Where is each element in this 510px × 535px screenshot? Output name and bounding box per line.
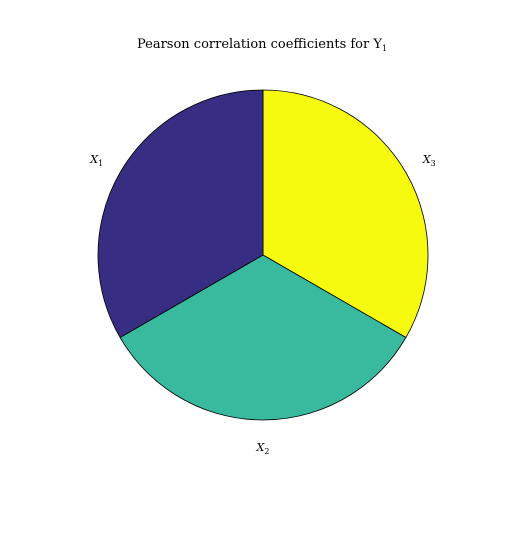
pie-slice-x2: [119, 254, 407, 421]
slice-label-x3: X3: [422, 153, 436, 168]
chart-title: Pearson correlation coefficients for Y1: [137, 37, 387, 53]
pie-labels: X3 X2 X1: [89, 153, 435, 456]
pie-slice-x3: [262, 89, 429, 339]
slice-label-x1: X1: [89, 153, 103, 168]
slice-label-x2: X2: [256, 441, 270, 456]
pie-slice-x1: [97, 89, 264, 339]
pie-slices: [97, 89, 429, 421]
